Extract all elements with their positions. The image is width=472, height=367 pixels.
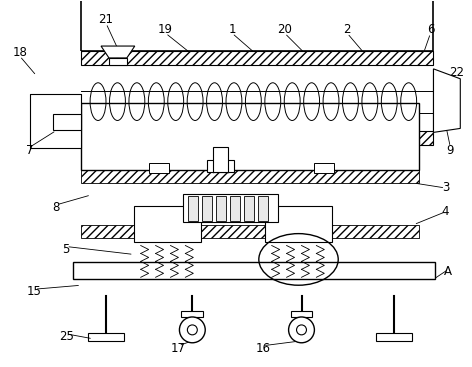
- Bar: [30, 94, 81, 148]
- Polygon shape: [433, 69, 460, 132]
- Text: 2: 2: [344, 23, 351, 36]
- Text: 19: 19: [158, 23, 173, 36]
- Text: 17: 17: [171, 342, 186, 355]
- Bar: [230, 196, 240, 221]
- Bar: [53, 113, 81, 130]
- Text: 20: 20: [277, 23, 292, 36]
- Text: 6: 6: [427, 23, 434, 36]
- Bar: [81, 170, 419, 183]
- Circle shape: [296, 325, 306, 335]
- Text: 8: 8: [53, 201, 60, 214]
- Text: 4: 4: [442, 205, 449, 218]
- Polygon shape: [101, 46, 135, 58]
- Text: A: A: [444, 265, 452, 278]
- Bar: [376, 333, 412, 341]
- Bar: [81, 131, 433, 145]
- Bar: [244, 196, 254, 221]
- Text: 25: 25: [59, 330, 74, 344]
- Bar: [149, 163, 169, 173]
- Bar: [81, 51, 433, 65]
- Bar: [188, 196, 198, 221]
- Bar: [207, 160, 234, 172]
- Bar: [291, 311, 312, 317]
- Text: 21: 21: [99, 13, 113, 26]
- Bar: [81, 0, 433, 51]
- Bar: [184, 194, 278, 222]
- Bar: [30, 94, 81, 148]
- Bar: [88, 333, 124, 341]
- Bar: [258, 196, 268, 221]
- Bar: [314, 163, 334, 173]
- Bar: [109, 58, 127, 65]
- Text: 9: 9: [447, 144, 454, 157]
- Bar: [202, 196, 212, 221]
- Bar: [216, 196, 226, 221]
- Text: 18: 18: [12, 47, 27, 59]
- Text: 15: 15: [27, 285, 42, 298]
- Text: 16: 16: [255, 342, 270, 355]
- Bar: [81, 103, 419, 170]
- Bar: [73, 262, 436, 279]
- Bar: [81, 225, 419, 237]
- Text: 22: 22: [449, 66, 464, 79]
- Bar: [213, 147, 228, 172]
- Bar: [265, 206, 332, 241]
- Text: 7: 7: [26, 144, 34, 157]
- Text: 5: 5: [63, 243, 70, 256]
- Circle shape: [187, 325, 197, 335]
- Bar: [134, 206, 201, 241]
- Bar: [181, 311, 203, 317]
- Circle shape: [288, 317, 314, 343]
- Text: 1: 1: [228, 23, 236, 36]
- Circle shape: [179, 317, 205, 343]
- Text: 3: 3: [442, 181, 449, 195]
